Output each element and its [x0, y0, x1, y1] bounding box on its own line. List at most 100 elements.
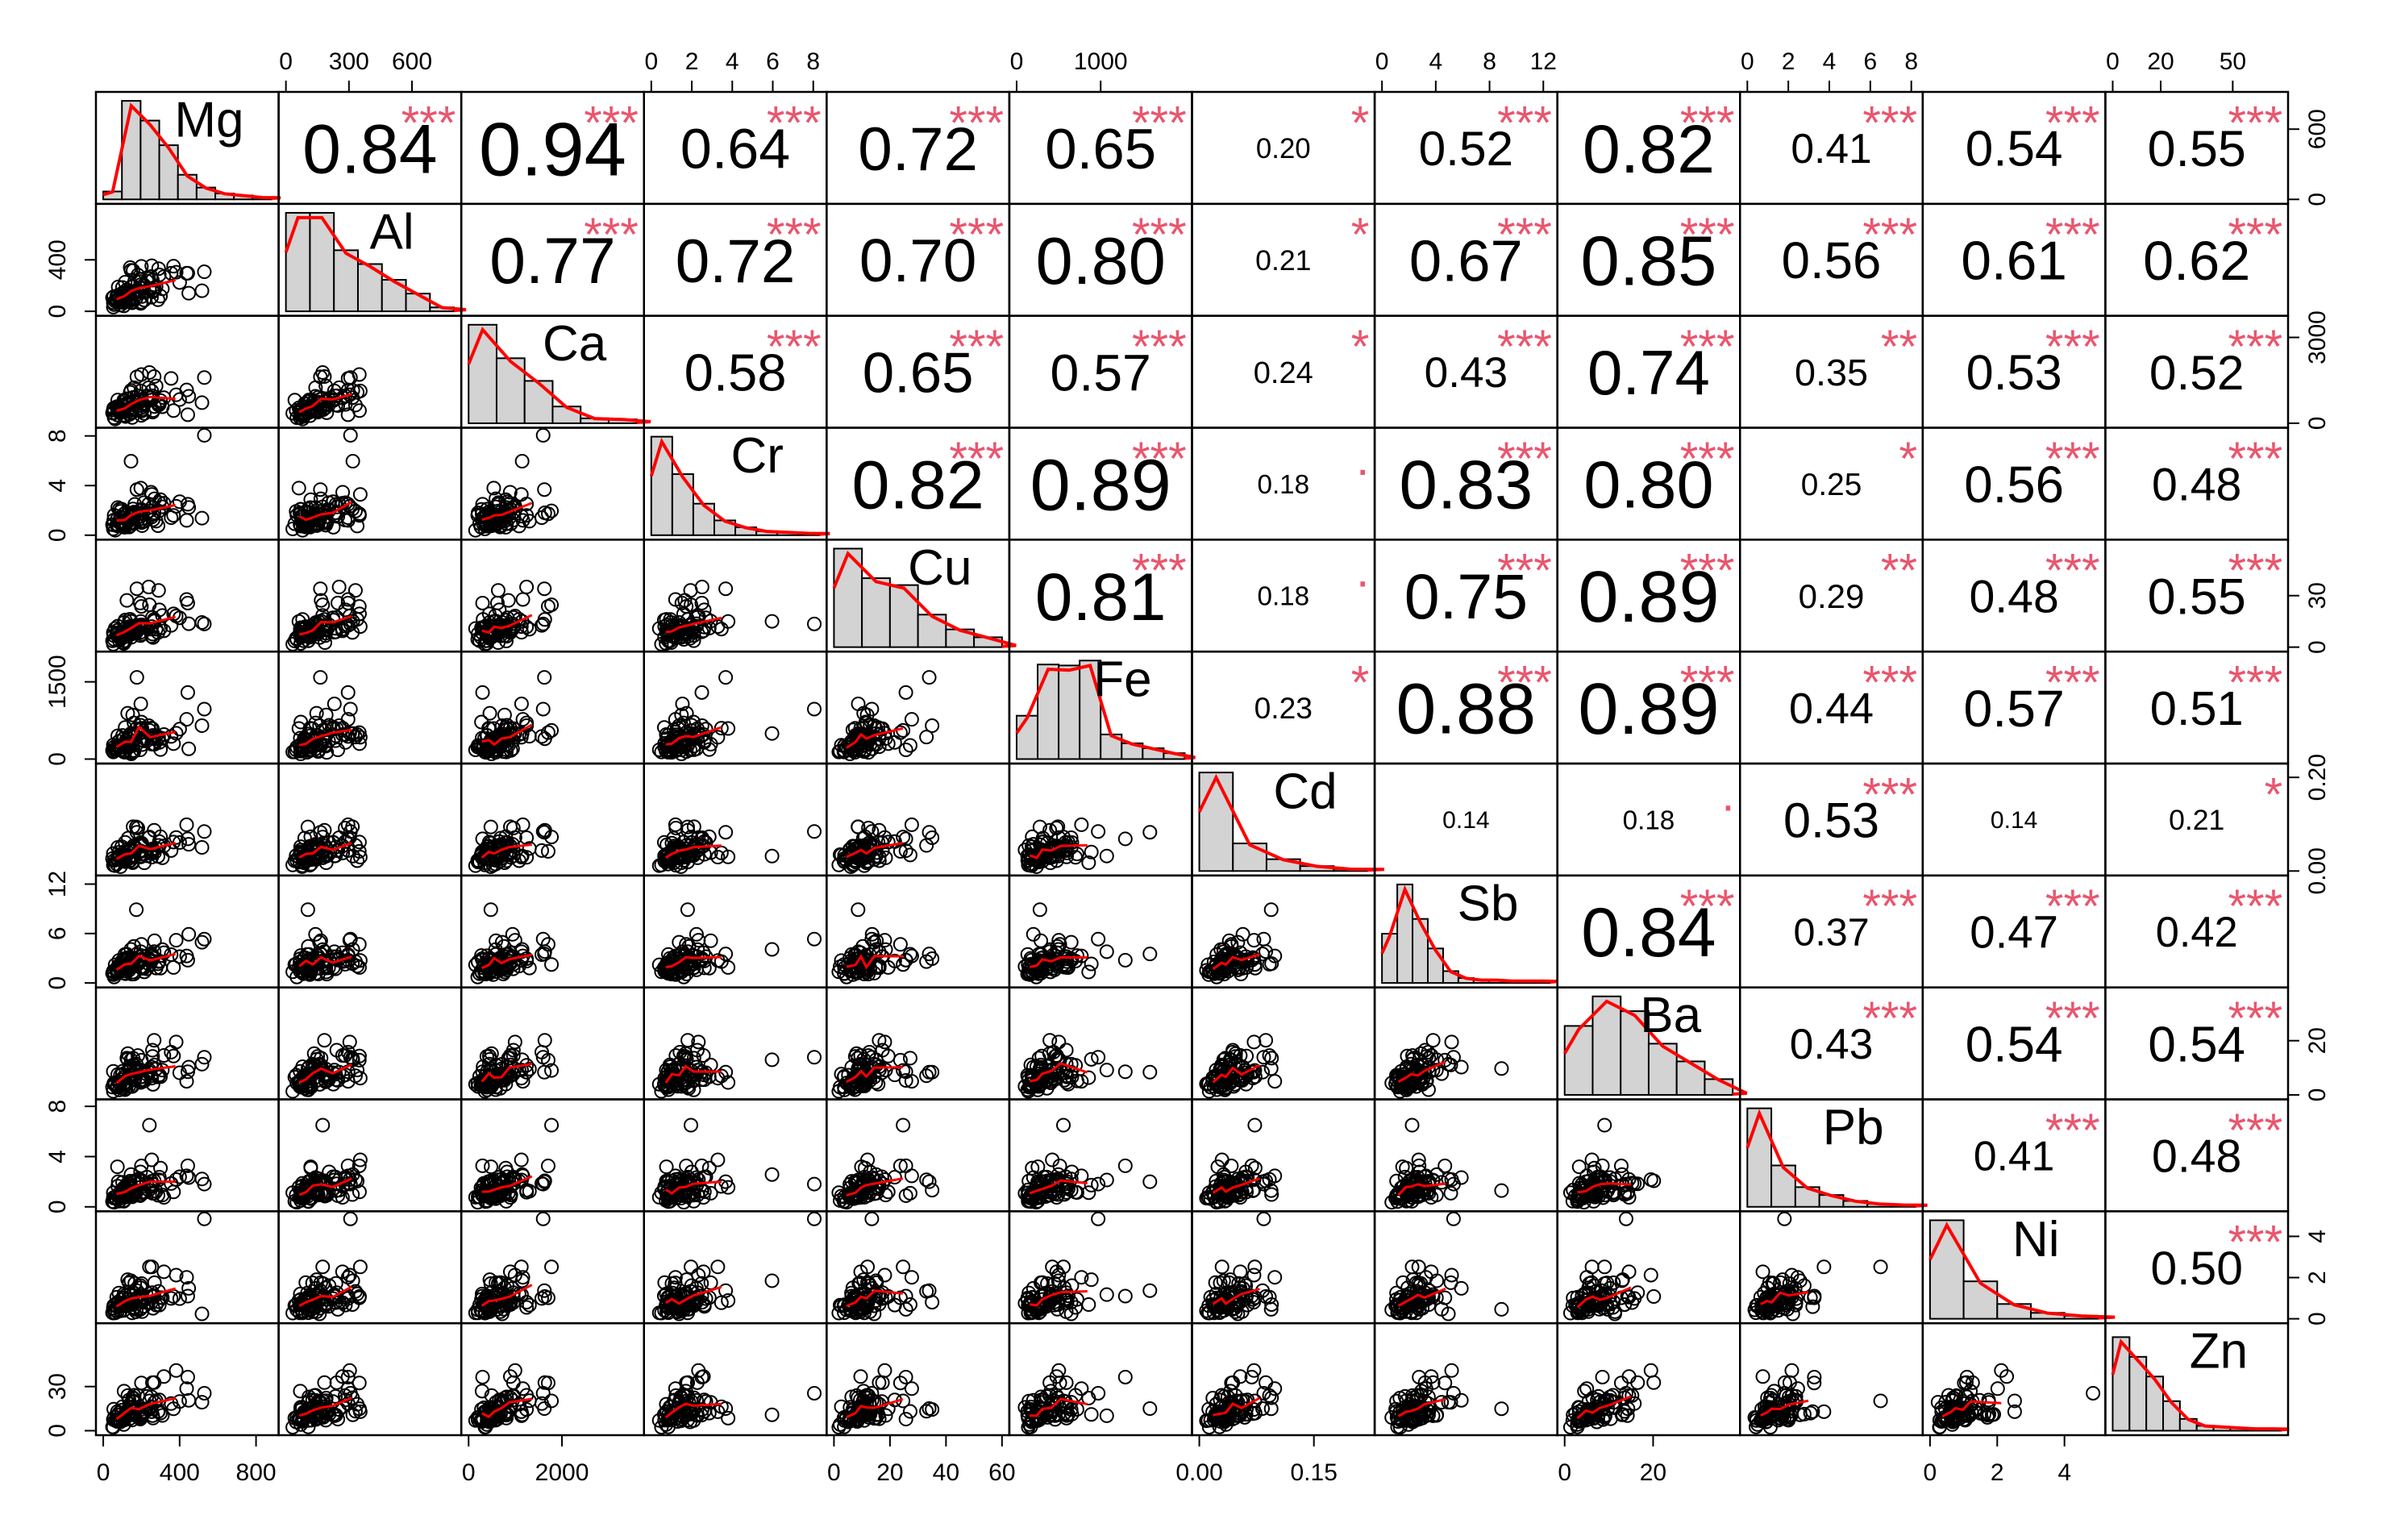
scatter-point	[172, 722, 187, 737]
scatter-point	[674, 707, 689, 722]
scatter-point	[475, 1064, 490, 1080]
scatter-point	[807, 824, 822, 839]
scatter-Al-vs-Mg	[105, 258, 212, 314]
scatter-point	[181, 741, 197, 756]
scatter-point	[300, 819, 315, 835]
scatter-point	[294, 629, 310, 644]
scatter-point	[878, 850, 893, 865]
smoother-line	[115, 725, 177, 748]
scatter-point	[537, 581, 552, 597]
scatter-point	[345, 454, 360, 469]
scatter-point	[1405, 1048, 1421, 1063]
scatter-point	[352, 1152, 368, 1167]
scatter-point	[308, 1170, 323, 1185]
histogram-bar-Cd-1	[1232, 843, 1267, 872]
scatter-point	[169, 608, 184, 623]
scatter-point	[308, 926, 323, 942]
scatter-point	[515, 513, 530, 528]
scatter-point	[544, 957, 560, 972]
scatter-point	[155, 399, 170, 414]
scatter-point	[179, 1168, 194, 1184]
scatter-point	[1417, 1043, 1433, 1058]
scatter-point	[134, 294, 149, 310]
scatter-Cu-vs-Mg	[105, 580, 212, 651]
scatter-point	[1142, 825, 1158, 840]
scatter-point	[491, 839, 506, 855]
scatter-point	[483, 510, 498, 525]
scatter-point	[352, 1052, 367, 1068]
scatter-point	[764, 1052, 780, 1068]
scatter-point	[1051, 933, 1067, 948]
histogram-bar-Ca-0	[468, 323, 497, 424]
scatter-point	[179, 817, 194, 832]
scatter-point	[1081, 1070, 1096, 1085]
scatter-point	[180, 595, 195, 610]
scatter-point	[294, 1191, 310, 1206]
scatter-point	[922, 947, 937, 962]
scatter-point	[807, 1050, 822, 1065]
scatter-point	[343, 824, 358, 839]
scatter-point	[343, 370, 358, 385]
scatter-point	[537, 947, 552, 962]
scatter-point	[673, 629, 689, 644]
histogram-bar-Mg-3	[158, 144, 179, 201]
scatter-point	[488, 1182, 503, 1197]
scatter-point	[710, 850, 726, 865]
scatter-point	[293, 408, 309, 423]
scatter-point	[1029, 859, 1044, 874]
scatter-point	[125, 707, 140, 722]
scatter-point	[110, 1159, 125, 1175]
scatter-point	[676, 1048, 691, 1063]
histogram-bar-Ba-4	[1675, 1060, 1706, 1096]
scatter-point	[123, 454, 139, 469]
scatter-point	[164, 265, 179, 281]
smoother-line	[115, 952, 177, 972]
scatter-point	[293, 1073, 309, 1088]
scatter-point	[352, 487, 368, 502]
scatter-point	[922, 1064, 937, 1080]
scatter-point	[122, 519, 137, 535]
scatter-point	[1429, 1063, 1444, 1078]
scatter-point	[1026, 837, 1041, 852]
scatter-point	[129, 902, 144, 918]
scatter-point	[147, 1033, 162, 1048]
scatter-point	[514, 454, 530, 469]
scatter-point	[181, 837, 197, 852]
scatter-point	[120, 1046, 135, 1061]
scatter-point	[331, 742, 346, 757]
scatter-point	[674, 619, 689, 635]
scatter-point	[484, 1159, 499, 1175]
scatter-point	[155, 942, 170, 957]
scatter-point	[714, 721, 729, 736]
scatter-point	[197, 701, 212, 717]
scatter-point	[482, 705, 497, 721]
scatter-point	[142, 830, 157, 845]
scatter-point	[1069, 847, 1084, 862]
density-line-Ni	[1928, 1222, 2116, 1320]
scatter-point	[474, 1073, 489, 1088]
scatter-point	[1091, 1050, 1106, 1065]
scatter-point	[134, 502, 149, 517]
scatter-point	[180, 265, 195, 281]
smoother-line	[1212, 953, 1260, 971]
scatter-point	[1412, 1064, 1427, 1080]
scatter-point	[155, 608, 170, 623]
scatter-point	[656, 720, 672, 735]
scatter-point	[134, 408, 149, 423]
scatter-point	[301, 939, 316, 954]
scatter-point	[691, 830, 706, 845]
scatter-point	[718, 581, 734, 597]
scatter-point	[1074, 948, 1089, 964]
scatter-point	[697, 1072, 712, 1088]
smoother-line	[481, 1063, 532, 1083]
scatter-point	[342, 387, 357, 402]
scatter-point	[764, 726, 780, 741]
scatter-point	[1244, 952, 1259, 968]
scatter-point	[1084, 956, 1099, 972]
scatter-point	[343, 1050, 358, 1065]
scatter-point	[483, 819, 498, 835]
scatter-point	[313, 581, 328, 597]
scatter-point	[1069, 948, 1084, 964]
scatter-point	[535, 616, 551, 631]
